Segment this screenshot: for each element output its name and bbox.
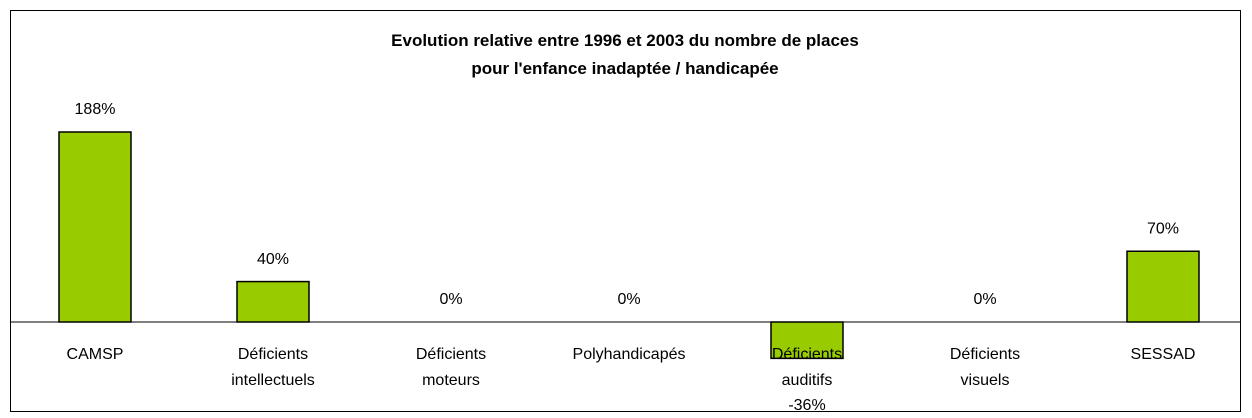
x-tick-label: Déficients auditifs [772,346,842,389]
value-label: 0% [439,291,462,308]
value-label: 40% [257,251,289,268]
bar [770,321,844,360]
x-tick-label: CAMSP [67,346,124,363]
chart-title: Evolution relative entre 1996 et 2003 du… [391,31,859,78]
chart-frame [10,10,1241,412]
bar [236,280,310,323]
value-label: 188% [75,101,116,118]
x-tick-label: Déficients intellectuels [231,346,315,389]
x-tick-label: Polyhandicapés [573,346,686,363]
value-label: -36% [788,397,825,414]
bar [58,131,132,323]
bar [1126,250,1200,323]
value-label: 70% [1147,220,1179,237]
value-label: 0% [973,291,996,308]
value-label: 0% [617,291,640,308]
x-tick-label: SESSAD [1131,346,1196,363]
x-tick-label: Déficients moteurs [416,346,486,389]
x-tick-label: Déficients visuels [950,346,1020,389]
